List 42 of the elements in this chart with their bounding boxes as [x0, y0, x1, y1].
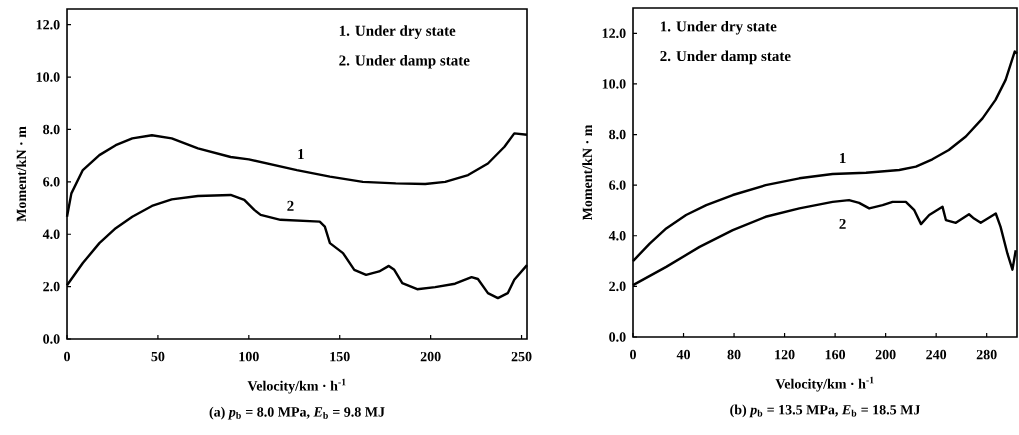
x-tick-label: 100: [239, 351, 259, 362]
annotation: 1. Under dry state: [339, 25, 456, 39]
y-tick-label: 10.0: [602, 79, 626, 89]
text: (b) p$_{b}$ = 13.5 MPa, E$_{b}$ = 18.5 MJ: [730, 404, 921, 418]
y-tick-label: 8.0: [609, 129, 626, 140]
text: (a) p$_{b}$ = 8.0 MPa, E$_{b}$ = 9.8 MJ: [209, 406, 385, 420]
y-tick-label: 6.0: [43, 177, 60, 187]
x-tick-label: 280: [976, 349, 997, 360]
x-tick-label: 40: [676, 349, 690, 360]
annotation: 1. Under dry state: [660, 20, 777, 35]
y-tick-label: 4.0: [42, 229, 60, 239]
x-tick-label: 80: [727, 349, 741, 360]
y-tick-label: 8.0: [43, 124, 60, 135]
y-tick-label: 12.0: [602, 28, 626, 39]
series-label: 1: [840, 153, 846, 163]
y-tick-label: 0.0: [43, 334, 60, 344]
y-tick-label: 2.0: [43, 281, 60, 292]
x-axis-title: Velocity/km · h$^{-1}$: [775, 376, 874, 392]
series-label: 1: [298, 149, 304, 160]
y-tick-label: 0.0: [609, 332, 626, 342]
series-label: 2: [287, 200, 294, 211]
x-tick-label: 160: [825, 349, 846, 360]
x-tick-label: 0: [64, 351, 70, 362]
x-tick-label: 120: [775, 349, 795, 360]
y-tick-label: 6.0: [609, 180, 626, 190]
x-tick-label: 250: [511, 351, 532, 362]
y-axis-title: Moment/kN · m: [582, 124, 593, 221]
annotation: 2. Under damp state: [339, 55, 470, 69]
y-tick-label: 10.0: [36, 72, 60, 82]
series-label: 2: [839, 218, 846, 229]
x-tick-label: 240: [926, 349, 947, 360]
x-tick-label: 0: [630, 349, 636, 360]
y-tick-label: 12.0: [36, 19, 60, 30]
x-tick-label: 200: [875, 349, 896, 360]
x-tick-label: 50: [151, 351, 165, 362]
x-axis-title: Velocity/km · h$^{-1}$: [247, 378, 346, 394]
y-axis-title: Moment/kN · m: [16, 126, 27, 222]
y-tick-label: 2.0: [609, 281, 626, 292]
x-tick-label: 150: [330, 351, 350, 362]
x-tick-label: 200: [420, 351, 441, 362]
annotation: 2. Under damp state: [660, 50, 791, 65]
y-tick-label: 4.0: [608, 231, 626, 241]
